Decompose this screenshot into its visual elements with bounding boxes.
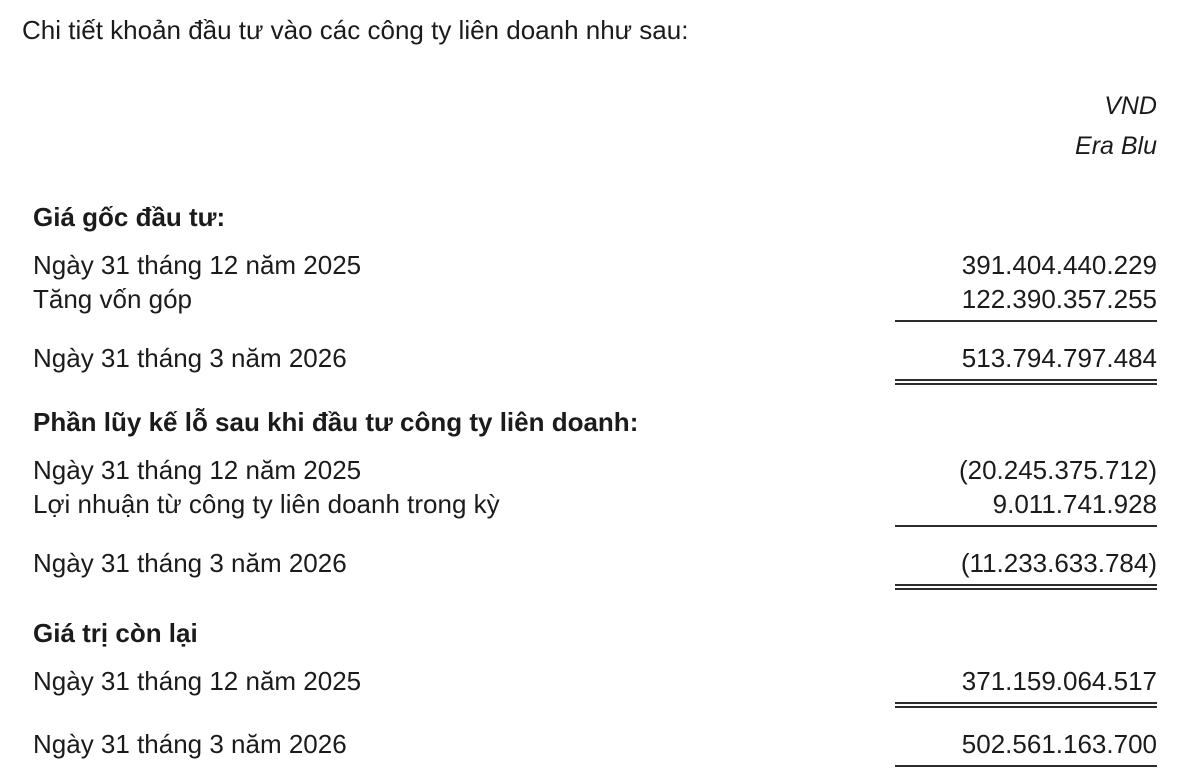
section-accumulated-loss: Phần lũy kế lỗ sau khi đầu tư công ty li…: [33, 407, 1157, 590]
section-carrying-value: Giá trị còn lại Ngày 31 tháng 12 năm 202…: [33, 618, 1157, 768]
row-value: 502.561.163.700: [895, 727, 1157, 768]
table-row: Ngày 31 tháng 12 năm 2025 391.404.440.22…: [33, 248, 1157, 282]
row-value: 513.794.797.484: [895, 341, 1157, 385]
row-label: Ngày 31 tháng 3 năm 2026: [33, 548, 347, 578]
table-row: Tăng vốn góp 122.390.357.255: [33, 282, 1157, 322]
row-label: Ngày 31 tháng 12 năm 2025: [33, 250, 362, 280]
row-value: (20.245.375.712): [958, 455, 1157, 485]
row-label: Ngày 31 tháng 12 năm 2025: [33, 455, 362, 485]
row-label: Lợi nhuận từ công ty liên doanh trong kỳ: [33, 489, 500, 519]
section-heading: Phần lũy kế lỗ sau khi đầu tư công ty li…: [33, 407, 639, 437]
row-value: 122.390.357.255: [895, 282, 1157, 322]
statement-body: Giá gốc đầu tư: Ngày 31 tháng 12 năm 202…: [33, 202, 1157, 768]
table-row-total: Ngày 31 tháng 3 năm 2026 (11.233.633.784…: [33, 546, 1157, 590]
section-investment-cost: Giá gốc đầu tư: Ngày 31 tháng 12 năm 202…: [33, 202, 1157, 385]
currency-label: VND: [1104, 92, 1157, 120]
row-label: Ngày 31 tháng 3 năm 2026: [33, 343, 347, 373]
table-row: Lợi nhuận từ công ty liên doanh trong kỳ…: [33, 487, 1157, 527]
row-label: Ngày 31 tháng 12 năm 2025: [33, 666, 362, 696]
row-label: Tăng vốn góp: [33, 284, 193, 314]
entity-label: Era Blu: [1075, 132, 1157, 160]
row-label: Ngày 31 tháng 3 năm 2026: [33, 729, 347, 759]
row-value: 371.159.064.517: [895, 664, 1157, 708]
table-row: Ngày 31 tháng 12 năm 2025 (20.245.375.71…: [33, 453, 1157, 487]
row-value: 391.404.440.229: [961, 250, 1157, 280]
table-row-total: Ngày 31 tháng 12 năm 2025 371.159.064.51…: [33, 664, 1157, 708]
row-value: 9.011.741.928: [895, 487, 1157, 527]
unit-header: VND Era Blu: [22, 86, 1157, 166]
section-heading: Giá trị còn lại: [33, 618, 198, 648]
intro-text: Chi tiết khoản đầu tư vào các công ty li…: [22, 15, 689, 45]
row-value: (11.233.633.784): [895, 546, 1157, 590]
section-heading: Giá gốc đầu tư:: [33, 202, 226, 232]
table-row-total: Ngày 31 tháng 3 năm 2026 502.561.163.700: [33, 727, 1157, 768]
table-row-total: Ngày 31 tháng 3 năm 2026 513.794.797.484: [33, 341, 1157, 385]
